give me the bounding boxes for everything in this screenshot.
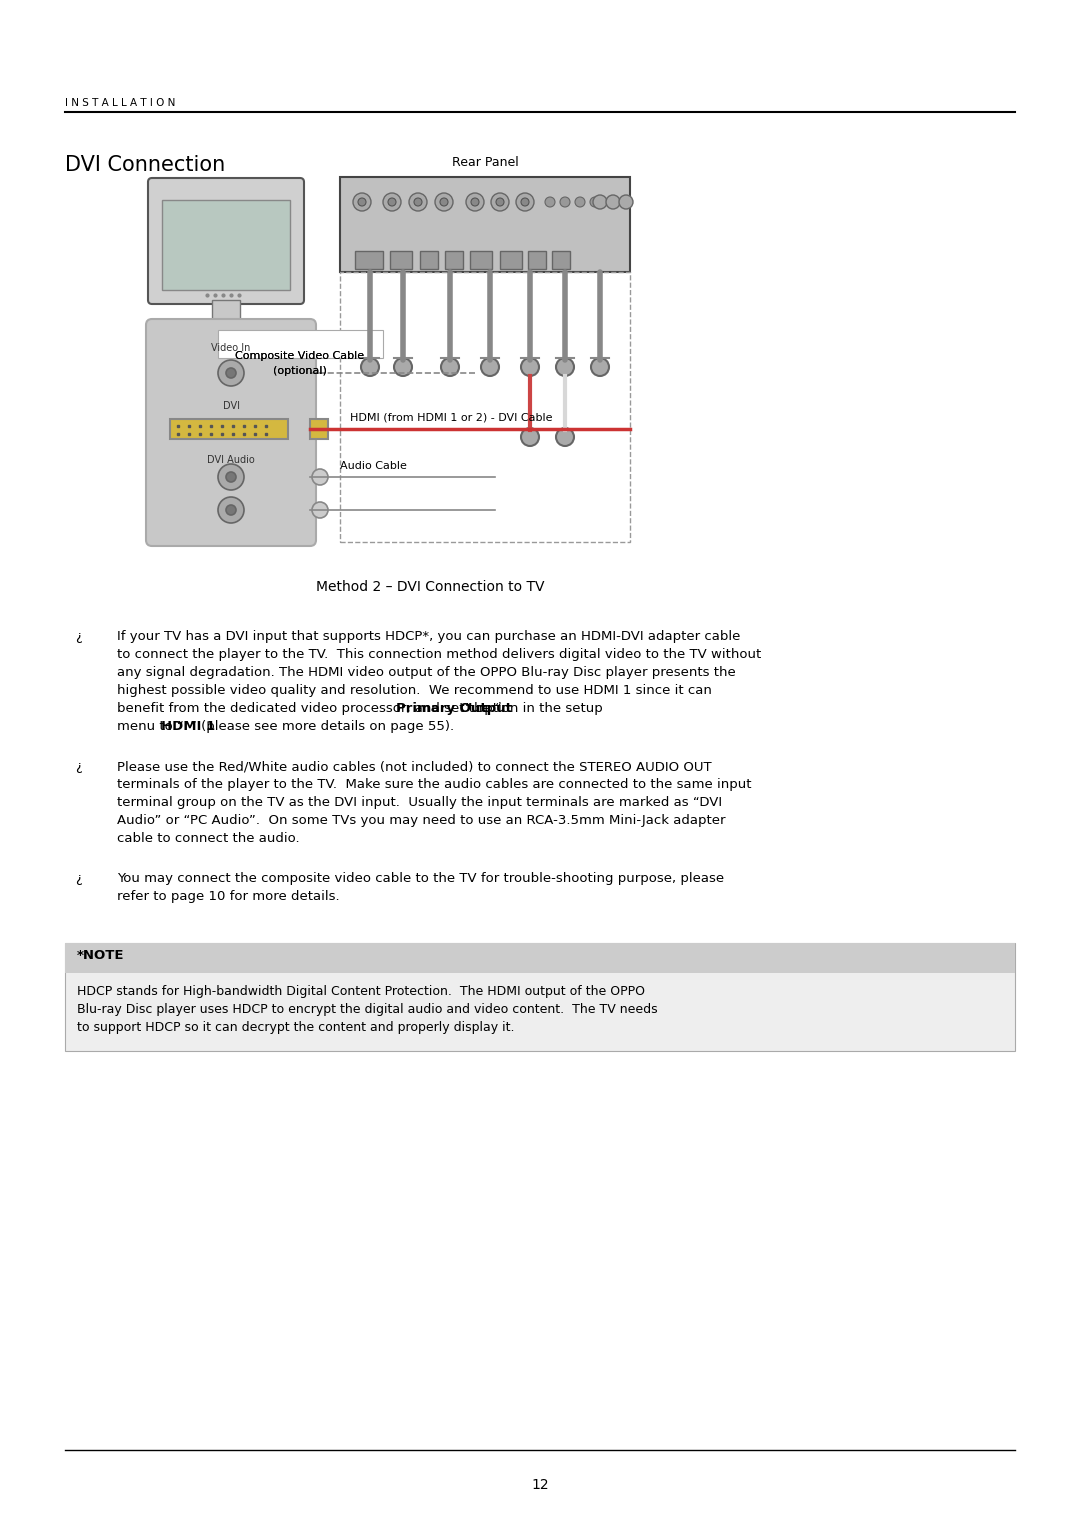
Circle shape	[561, 197, 570, 208]
Bar	[191, 322, 261, 327]
Circle shape	[593, 195, 607, 209]
Text: You may connect the composite video cable to the TV for trouble-shooting purpose: You may connect the composite video cabl…	[117, 872, 724, 886]
Bar	[340, 272, 630, 542]
Circle shape	[556, 357, 573, 376]
Circle shape	[409, 192, 427, 211]
Text: terminals of the player to the TV.  Make sure the audio cables are connected to : terminals of the player to the TV. Make …	[117, 777, 752, 791]
Circle shape	[226, 505, 237, 515]
Circle shape	[491, 192, 509, 211]
Text: Audio Cable: Audio Cable	[340, 461, 407, 470]
Circle shape	[414, 199, 422, 206]
Bar	[552, 250, 570, 269]
Circle shape	[361, 357, 379, 376]
Text: HDCP stands for High-bandwidth Digital Content Protection.  The HDMI output of t: HDCP stands for High-bandwidth Digital C…	[77, 985, 645, 999]
Bar	[445, 250, 463, 269]
Text: ” option in the setup: ” option in the setup	[464, 702, 603, 715]
Bar	[340, 177, 630, 272]
Bar	[65, 944, 1015, 1051]
Text: Please use the Red/White audio cables (not included) to connect the STEREO AUDIO: Please use the Red/White audio cables (n…	[117, 760, 712, 773]
Circle shape	[606, 195, 620, 209]
Text: (optional): (optional)	[273, 366, 327, 376]
FancyBboxPatch shape	[148, 179, 303, 304]
Text: Composite Video Cable: Composite Video Cable	[235, 351, 365, 360]
Circle shape	[440, 199, 448, 206]
Bar	[65, 944, 1015, 973]
Text: DVI Connection: DVI Connection	[65, 156, 226, 176]
Circle shape	[312, 502, 328, 518]
Text: any signal degradation. The HDMI video output of the OPPO Blu-ray Disc player pr: any signal degradation. The HDMI video o…	[117, 666, 735, 680]
Circle shape	[545, 197, 555, 208]
Text: HDMI (from HDMI 1 or 2) - DVI Cable: HDMI (from HDMI 1 or 2) - DVI Cable	[350, 412, 553, 423]
Circle shape	[435, 192, 453, 211]
Text: Audio” or “PC Audio”.  On some TVs you may need to use an RCA-3.5mm Mini-Jack ad: Audio” or “PC Audio”. On some TVs you ma…	[117, 814, 726, 828]
Circle shape	[481, 357, 499, 376]
Text: to connect the player to the TV.  This connection method delivers digital video : to connect the player to the TV. This co…	[117, 647, 761, 661]
Circle shape	[496, 199, 504, 206]
Bar	[355, 250, 383, 269]
Text: If your TV has a DVI input that supports HDCP*, you can purchase an HDMI-DVI ada: If your TV has a DVI input that supports…	[117, 631, 741, 643]
Circle shape	[218, 464, 244, 490]
Text: Blu-ray Disc player uses HDCP to encrypt the digital audio and video content.  T: Blu-ray Disc player uses HDCP to encrypt…	[77, 1003, 658, 1015]
Text: Rear Panel: Rear Panel	[451, 156, 518, 169]
Text: refer to page 10 for more details.: refer to page 10 for more details.	[117, 890, 339, 902]
FancyBboxPatch shape	[146, 319, 316, 547]
Text: ¿: ¿	[75, 760, 82, 773]
Text: highest possible video quality and resolution.  We recommend to use HDMI 1 since: highest possible video quality and resol…	[117, 684, 712, 696]
Text: Video In: Video In	[212, 344, 251, 353]
Circle shape	[218, 360, 244, 386]
Text: cable to connect the audio.: cable to connect the audio.	[117, 832, 299, 844]
Circle shape	[218, 496, 244, 524]
Circle shape	[383, 192, 401, 211]
Bar	[420, 250, 438, 269]
Circle shape	[521, 357, 539, 376]
FancyBboxPatch shape	[170, 418, 288, 438]
Text: Primary Output: Primary Output	[396, 702, 512, 715]
Text: HDMI 1: HDMI 1	[161, 721, 215, 733]
Bar	[390, 250, 411, 269]
Circle shape	[591, 357, 609, 376]
Text: 12: 12	[531, 1478, 549, 1492]
Bar	[500, 250, 522, 269]
Circle shape	[619, 195, 633, 209]
Text: terminal group on the TV as the DVI input.  Usually the input terminals are mark: terminal group on the TV as the DVI inpu…	[117, 796, 723, 809]
Bar	[162, 200, 291, 290]
Circle shape	[394, 357, 411, 376]
Text: DVI Audio: DVI Audio	[207, 455, 255, 466]
Circle shape	[357, 199, 366, 206]
Circle shape	[388, 199, 396, 206]
Text: benefit from the dedicated video processor, and set the “: benefit from the dedicated video process…	[117, 702, 502, 715]
Text: ” (please see more details on page 55).: ” (please see more details on page 55).	[190, 721, 455, 733]
Text: ¿: ¿	[75, 872, 82, 886]
Text: ¿: ¿	[75, 631, 82, 643]
Circle shape	[465, 192, 484, 211]
Text: I N S T A L L A T I O N: I N S T A L L A T I O N	[65, 98, 175, 108]
Text: Composite Video Cable: Composite Video Cable	[235, 351, 365, 360]
Bar	[470, 250, 492, 269]
Text: *NOTE: *NOTE	[77, 948, 124, 962]
Text: to support HDCP so it can decrypt the content and properly display it.: to support HDCP so it can decrypt the co…	[77, 1022, 514, 1034]
Circle shape	[590, 197, 600, 208]
Bar	[310, 418, 328, 438]
Circle shape	[556, 428, 573, 446]
Text: menu to “: menu to “	[117, 721, 184, 733]
Bar	[218, 330, 383, 357]
Circle shape	[471, 199, 480, 206]
Text: DVI: DVI	[222, 402, 240, 411]
Circle shape	[226, 472, 237, 483]
Bar	[212, 299, 240, 322]
Text: Method 2 – DVI Connection to TV: Method 2 – DVI Connection to TV	[315, 580, 544, 594]
Circle shape	[521, 428, 539, 446]
Bar	[528, 250, 546, 269]
Circle shape	[353, 192, 372, 211]
Circle shape	[226, 368, 237, 379]
Circle shape	[312, 469, 328, 486]
Circle shape	[516, 192, 534, 211]
Circle shape	[441, 357, 459, 376]
Text: (optional): (optional)	[273, 366, 327, 376]
Circle shape	[521, 199, 529, 206]
Circle shape	[575, 197, 585, 208]
